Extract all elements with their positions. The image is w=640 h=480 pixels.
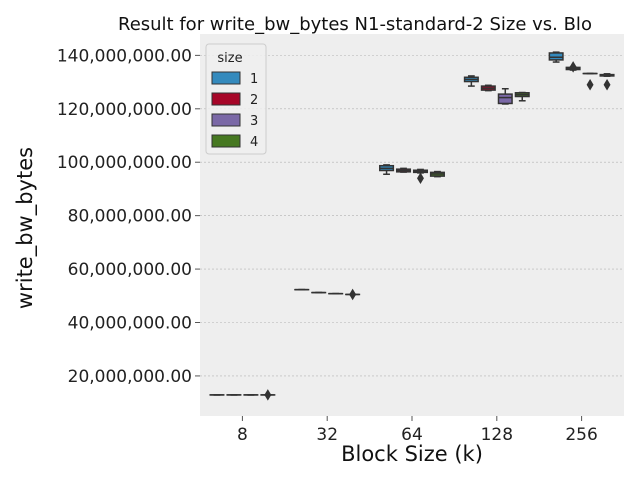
legend-label: 4: [250, 135, 258, 150]
y-tick-label: 60,000,000.00: [68, 260, 192, 280]
y-tick-label: 140,000,000.00: [57, 46, 192, 66]
y-tick-label: 80,000,000.00: [68, 207, 192, 227]
box-body: [497, 93, 513, 105]
y-tick-label: 120,000,000.00: [57, 100, 192, 120]
legend-swatch: [211, 71, 241, 85]
y-axis-label: write_bw_bytes: [13, 147, 38, 309]
box-outlier-marker: [586, 78, 594, 91]
y-axis-ticks: 20,000,000.00 40,000,000.00 60,000,000.00 8…: [57, 46, 200, 387]
x-tick-label: 8: [237, 425, 248, 445]
legend-swatch: [211, 113, 241, 127]
chart-title: Result for write_bw_bytes N1-standard-2 …: [118, 14, 592, 35]
box-outlier-marker: [417, 172, 424, 185]
box-outlier-marker: [264, 389, 272, 401]
series-4-boxes: [260, 73, 615, 401]
x-tick-label: 128: [481, 425, 513, 445]
series-1-boxes: [209, 51, 564, 396]
y-tick-label: 40,000,000.00: [68, 314, 192, 334]
grid-lines: [200, 55, 624, 377]
legend-swatch: [211, 134, 241, 148]
box-outlier-marker: [603, 78, 611, 91]
x-tick-label: 256: [565, 425, 597, 445]
legend-title: size: [217, 51, 242, 66]
legend: size 1 2 3 4: [205, 43, 267, 155]
series-3-boxes: [243, 72, 598, 396]
legend-label: 2: [250, 93, 258, 108]
y-tick-label: 100,000,000.00: [57, 153, 192, 173]
legend-label: 3: [250, 114, 258, 129]
box-series: [209, 51, 615, 401]
box-outlier-marker: [569, 61, 577, 73]
y-tick-label: 20,000,000.00: [68, 367, 192, 387]
plot-area: [200, 34, 624, 416]
x-tick-label: 64: [401, 425, 423, 445]
box-outlier-marker: [349, 288, 357, 301]
x-axis-ticks: 8 32 64 128 256: [237, 416, 598, 445]
box-body: [548, 52, 564, 61]
series-2-boxes: [226, 61, 581, 396]
x-axis-label: Block Size (k): [341, 442, 483, 466]
legend-swatch: [211, 92, 241, 106]
legend-label: 1: [250, 72, 258, 87]
x-tick-label: 32: [316, 425, 338, 445]
